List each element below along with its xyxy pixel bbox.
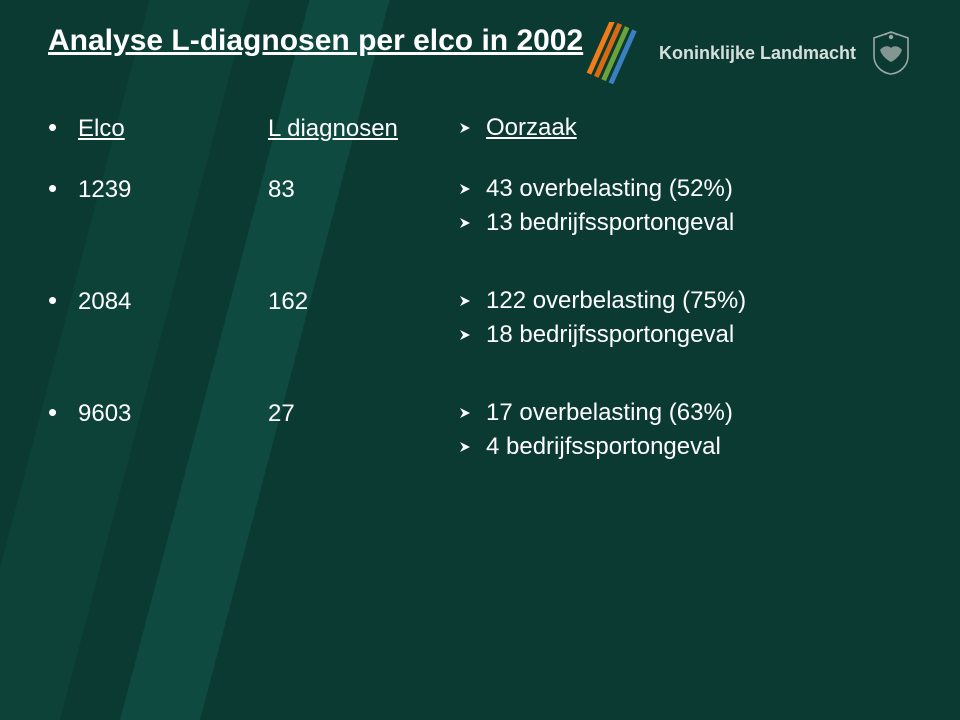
- arrow-marker-icon: [458, 440, 486, 454]
- table-row: • 2084 162 122 overbelasting (75%): [48, 287, 912, 349]
- oorzaak-item: 17 overbelasting (63%): [458, 399, 912, 427]
- oorzaak-text: 4 bedrijfssportongeval: [486, 433, 721, 461]
- oorzaak-item: 122 overbelasting (75%): [458, 287, 912, 315]
- arrow-marker-icon: [458, 328, 486, 342]
- cell-diagnosen: 162: [268, 288, 438, 316]
- oorzaak-item: 13 bedrijfssportongeval: [458, 209, 912, 237]
- crest-icon: [870, 30, 912, 76]
- bullet-icon: •: [48, 114, 78, 140]
- cell-diagnosen: 27: [268, 400, 438, 428]
- bullet-icon: •: [48, 287, 78, 313]
- header-elco: Elco: [78, 115, 268, 143]
- table-header-row: • Elco L diagnosen Oorzaak: [48, 114, 912, 143]
- logo-stripes-icon: [583, 22, 645, 84]
- cell-diagnosen: 83: [268, 176, 438, 204]
- cell-elco: 1239: [78, 176, 268, 204]
- data-table: • Elco L diagnosen Oorzaak • 1239 83: [48, 114, 912, 461]
- table-row: • 9603 27 17 overbelasting (63%): [48, 399, 912, 461]
- header-oorzaak: Oorzaak: [486, 114, 577, 142]
- arrow-marker-icon: [458, 216, 486, 230]
- oorzaak-text: 122 overbelasting (75%): [486, 287, 746, 315]
- oorzaak-text: 43 overbelasting (52%): [486, 175, 733, 203]
- oorzaak-item: 18 bedrijfssportongeval: [458, 321, 912, 349]
- oorzaak-item: 4 bedrijfssportongeval: [458, 433, 912, 461]
- brand-text: Koninklijke Landmacht: [659, 43, 856, 64]
- cell-elco: 2084: [78, 288, 268, 316]
- arrow-marker-icon: [458, 182, 486, 196]
- arrow-marker-icon: [458, 406, 486, 420]
- cell-elco: 9603: [78, 400, 268, 428]
- header-diagnosen: L diagnosen: [268, 115, 438, 143]
- oorzaak-text: 13 bedrijfssportongeval: [486, 209, 734, 237]
- bullet-icon: •: [48, 175, 78, 201]
- arrow-marker-icon: [458, 121, 486, 135]
- bullet-icon: •: [48, 399, 78, 425]
- oorzaak-item: 43 overbelasting (52%): [458, 175, 912, 203]
- brand-block: Koninklijke Landmacht: [583, 22, 912, 84]
- oorzaak-text: 18 bedrijfssportongeval: [486, 321, 734, 349]
- oorzaak-text: 17 overbelasting (63%): [486, 399, 733, 427]
- table-row: • 1239 83 43 overbelasting (52%): [48, 175, 912, 237]
- arrow-marker-icon: [458, 294, 486, 308]
